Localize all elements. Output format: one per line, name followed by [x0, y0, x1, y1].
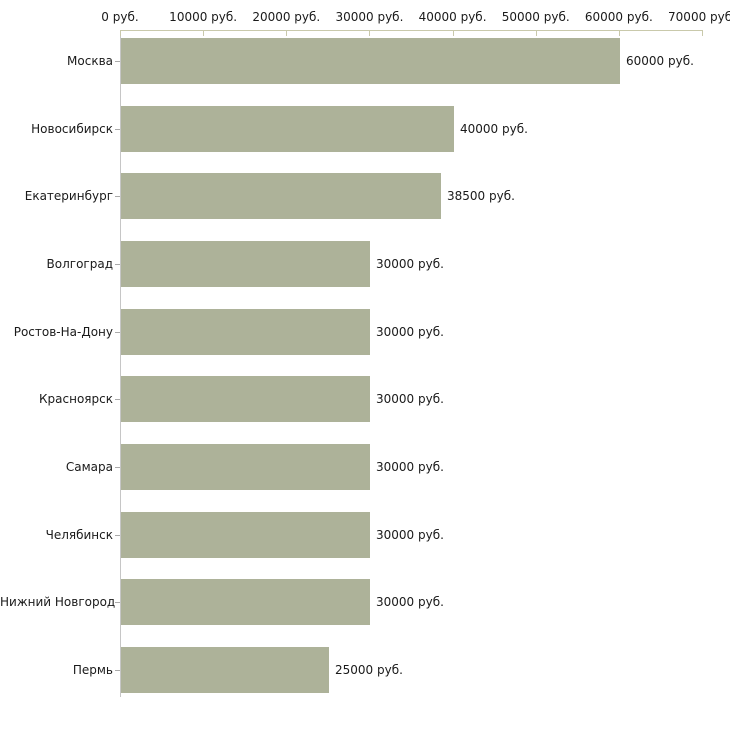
x-axis-line [120, 30, 703, 31]
category-tick-mark [115, 602, 120, 603]
value-label: 38500 руб. [447, 189, 515, 203]
bar [121, 512, 370, 558]
category-label: Москва [67, 54, 113, 68]
category-label: Пермь [72, 663, 113, 677]
x-axis-tick-label: 10000 руб. [169, 10, 238, 24]
category-label: Ростов-На-Дону [13, 325, 113, 339]
bar [121, 376, 370, 422]
x-axis-tick-mark [702, 30, 703, 36]
bar [121, 309, 370, 355]
x-axis-tick-label: 60000 руб. [584, 10, 653, 24]
y-axis-line [120, 30, 121, 697]
category-label: Волгоград [46, 257, 113, 271]
category-tick-mark [115, 535, 120, 536]
bar [121, 173, 441, 219]
category-tick-mark [115, 264, 120, 265]
value-label: 30000 руб. [376, 595, 444, 609]
value-label: 30000 руб. [376, 392, 444, 406]
category-label: Самара [65, 460, 113, 474]
x-axis-tick-label: 40000 руб. [418, 10, 487, 24]
x-axis-tick-mark [535, 30, 537, 36]
category-tick-mark [115, 467, 120, 468]
value-label: 30000 руб. [376, 460, 444, 474]
x-axis-tick-label: 30000 руб. [335, 10, 404, 24]
x-axis-tick-label: 20000 руб. [252, 10, 321, 24]
bar [121, 241, 370, 287]
bar [121, 579, 370, 625]
value-label: 30000 руб. [376, 528, 444, 542]
value-label: 25000 руб. [335, 663, 403, 677]
x-axis-tick-label: 70000 руб. [668, 10, 730, 24]
value-label: 30000 руб. [376, 257, 444, 271]
x-axis-tick-mark [286, 30, 288, 36]
x-axis-tick-mark [452, 30, 454, 36]
category-label: Новосибирск [31, 122, 113, 136]
bar [121, 106, 454, 152]
value-label: 30000 руб. [376, 325, 444, 339]
x-axis-tick-mark [369, 30, 371, 36]
x-axis-tick-label: 0 руб. [101, 10, 139, 24]
bar [121, 38, 620, 84]
x-axis-tick-mark [203, 30, 205, 36]
category-label: Красноярск [39, 392, 113, 406]
category-tick-mark [115, 670, 120, 671]
category-label: Екатеринбург [24, 189, 113, 203]
value-label: 40000 руб. [460, 122, 528, 136]
value-label: 60000 руб. [626, 54, 694, 68]
x-axis-tick-mark [618, 30, 620, 36]
category-label: Нижний Новгород [0, 595, 116, 609]
bar [121, 444, 370, 490]
category-tick-mark [115, 129, 120, 130]
category-tick-mark [115, 196, 120, 197]
bar [121, 647, 329, 693]
x-axis-tick-mark [120, 30, 121, 36]
category-tick-mark [115, 332, 120, 333]
category-tick-mark [115, 399, 120, 400]
category-tick-mark [115, 61, 120, 62]
category-label: Челябинск [45, 528, 113, 542]
x-axis-tick-label: 50000 руб. [501, 10, 570, 24]
